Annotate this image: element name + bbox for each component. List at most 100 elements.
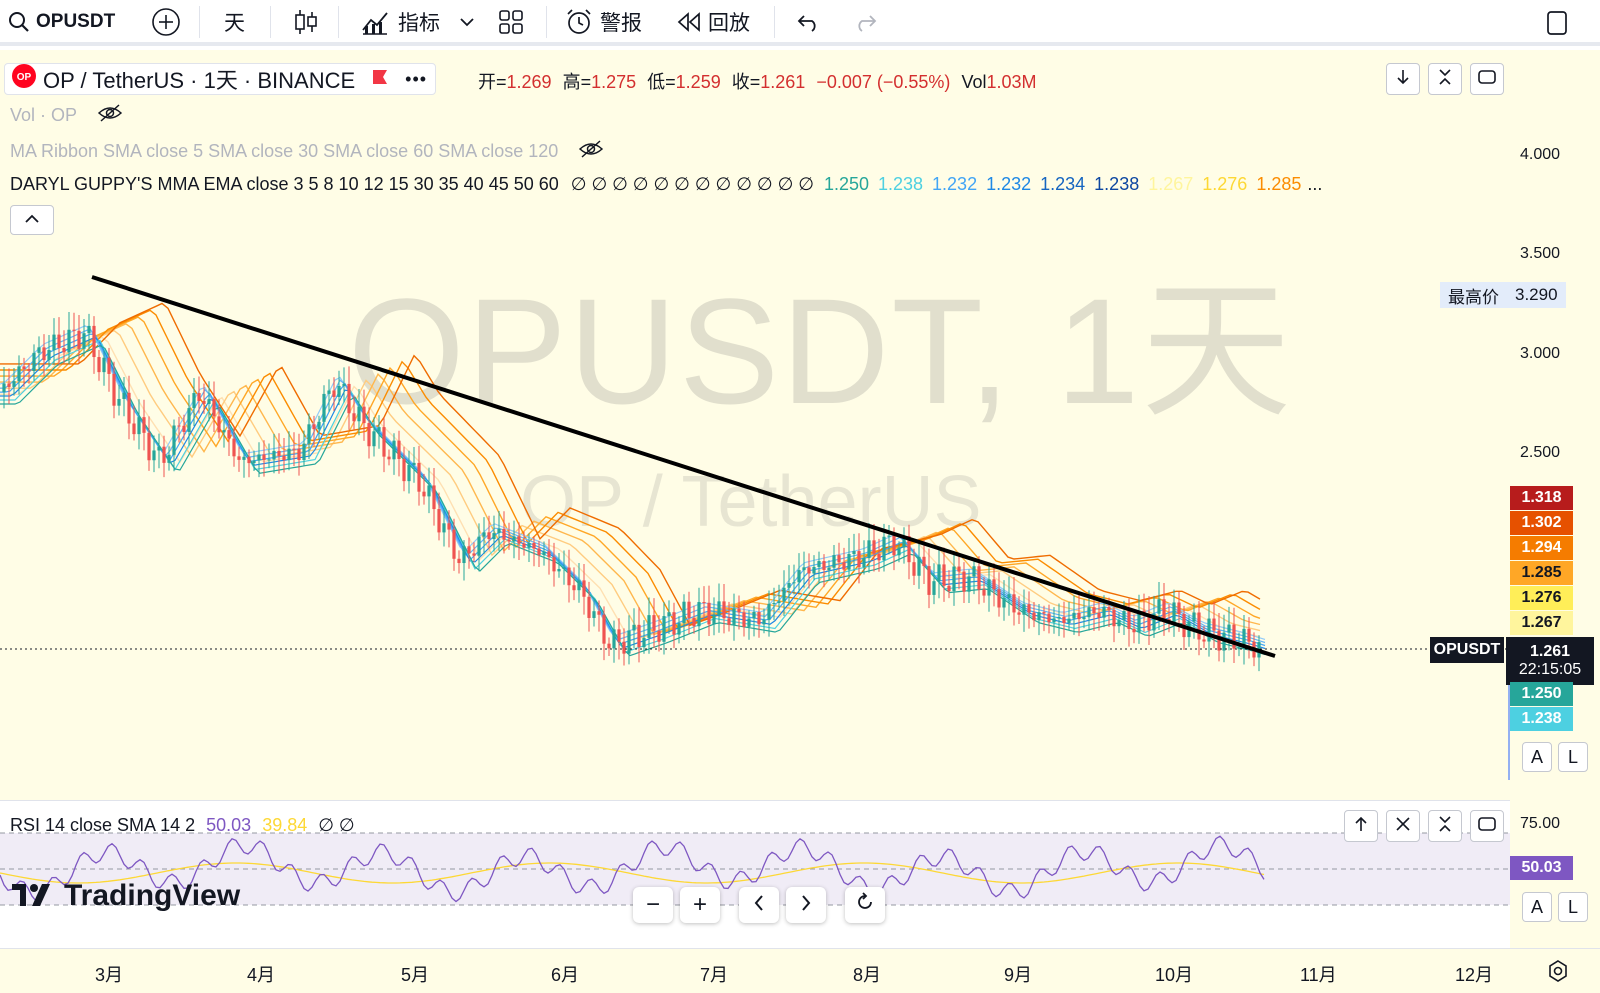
candle bbox=[577, 563, 581, 603]
candle bbox=[927, 548, 931, 609]
guppy-more: ... bbox=[1307, 174, 1323, 194]
fast-ema-line bbox=[0, 336, 1266, 650]
scroll-left-button[interactable] bbox=[739, 887, 779, 923]
candle bbox=[297, 433, 301, 476]
guppy-mma-legend[interactable]: DARYL GUPPY'S MMA EMA close 3 5 8 10 12 … bbox=[10, 174, 1322, 195]
remove-pane-button[interactable] bbox=[1386, 810, 1420, 842]
tradingview-logo[interactable]: TradingView bbox=[12, 879, 240, 913]
rsi-pane[interactable]: RSI 14 close SMA 14 2 50.03 39.84 ∅ ∅ Tr… bbox=[0, 800, 1510, 948]
move-pane-up-button[interactable] bbox=[1344, 810, 1378, 842]
collapse-rsi-button[interactable] bbox=[1428, 810, 1462, 842]
time-axis[interactable]: 3月 4月 5月 6月 7月 8月 9月 10月 11月 12月 bbox=[0, 948, 1600, 993]
candle bbox=[212, 381, 216, 433]
chart-type-button[interactable] bbox=[292, 0, 320, 44]
candle bbox=[137, 399, 141, 450]
candle bbox=[537, 541, 541, 567]
candle bbox=[802, 551, 806, 588]
more-options-icon[interactable]: ••• bbox=[405, 68, 428, 89]
candle bbox=[82, 319, 86, 357]
candle bbox=[167, 446, 171, 471]
candle bbox=[847, 538, 851, 579]
candle bbox=[172, 419, 176, 472]
candle bbox=[542, 541, 546, 566]
zoom-in-button[interactable]: + bbox=[680, 887, 720, 923]
candle bbox=[652, 598, 656, 649]
candle bbox=[757, 603, 761, 638]
candle bbox=[222, 414, 226, 448]
candle bbox=[477, 523, 481, 572]
price-chart[interactable] bbox=[0, 50, 1510, 800]
collapse-legend-button[interactable] bbox=[10, 205, 54, 235]
candle bbox=[572, 567, 576, 601]
close-icon bbox=[1395, 816, 1411, 837]
month-label: 5月 bbox=[401, 965, 430, 985]
rsi-auto-scale-button[interactable]: A bbox=[1522, 892, 1552, 922]
scroll-right-button[interactable] bbox=[786, 887, 826, 923]
candle bbox=[77, 314, 81, 364]
symbol-search-button[interactable]: OPUSDT bbox=[8, 0, 115, 44]
ma-ribbon-legend[interactable]: MA Ribbon SMA close 5 SMA close 30 SMA c… bbox=[10, 139, 604, 164]
candle bbox=[932, 563, 936, 605]
candle bbox=[1047, 604, 1051, 634]
collapse-pane-button[interactable] bbox=[1428, 63, 1462, 95]
fullscreen-button[interactable] bbox=[1546, 0, 1568, 44]
layout-templates-button[interactable] bbox=[498, 0, 524, 44]
candle bbox=[1197, 601, 1201, 656]
rsi-log-scale-button[interactable]: L bbox=[1558, 892, 1588, 922]
maximize-rsi-button[interactable] bbox=[1470, 810, 1504, 842]
candle bbox=[292, 432, 296, 467]
month-label: 12月 bbox=[1455, 965, 1494, 985]
candle bbox=[422, 473, 426, 505]
auto-scale-button[interactable]: A bbox=[1522, 742, 1552, 772]
eye-hidden-icon[interactable] bbox=[97, 103, 123, 128]
candle bbox=[647, 597, 651, 654]
redo-button[interactable] bbox=[852, 0, 878, 44]
reset-chart-button[interactable] bbox=[845, 887, 885, 923]
undo-button[interactable] bbox=[796, 0, 822, 44]
candle bbox=[407, 450, 411, 494]
candle bbox=[812, 555, 816, 581]
time-axis-settings[interactable] bbox=[1546, 959, 1570, 988]
candle bbox=[592, 598, 596, 627]
candle bbox=[992, 563, 996, 607]
eye-hidden-icon[interactable] bbox=[578, 139, 604, 164]
candle bbox=[157, 433, 161, 469]
candle bbox=[412, 446, 416, 483]
maximize-pane-button[interactable] bbox=[1470, 63, 1504, 95]
candle bbox=[967, 569, 971, 604]
interval-button[interactable]: 天 bbox=[224, 0, 245, 44]
candle bbox=[217, 399, 221, 439]
vol-indicator-label: Vol · OP bbox=[10, 105, 78, 125]
candle bbox=[367, 407, 371, 459]
candle bbox=[1002, 580, 1006, 621]
guppy-label: DARYL GUPPY'S MMA EMA close 3 5 8 10 12 … bbox=[10, 174, 559, 194]
rsi-label: RSI 14 close SMA 14 2 bbox=[10, 815, 196, 835]
candle bbox=[842, 547, 846, 583]
indicators-button[interactable]: 指标 bbox=[360, 0, 440, 44]
compare-symbol-button[interactable] bbox=[150, 0, 182, 44]
candle bbox=[997, 572, 1001, 617]
candle bbox=[627, 615, 631, 665]
replay-button[interactable]: 回放 bbox=[676, 0, 750, 44]
candle bbox=[677, 616, 681, 644]
fast-ema-line bbox=[0, 333, 1266, 647]
flag-icon[interactable] bbox=[371, 66, 389, 92]
indicators-dropdown[interactable] bbox=[458, 0, 476, 44]
candle bbox=[402, 446, 406, 492]
rsi-line bbox=[0, 835, 1265, 903]
candle bbox=[972, 558, 976, 595]
zoom-out-button[interactable]: − bbox=[633, 887, 673, 923]
symbol-legend[interactable]: OP OP / TetherUS · 1天 · BINANCE ••• bbox=[4, 63, 437, 95]
toolbar-divider bbox=[546, 6, 547, 38]
toolbar-divider bbox=[774, 6, 775, 38]
trendline[interactable] bbox=[91, 275, 1276, 658]
grid-layout-icon bbox=[498, 9, 524, 35]
log-scale-button[interactable]: L bbox=[1558, 742, 1588, 772]
candle bbox=[42, 334, 46, 376]
alert-button[interactable]: 警报 bbox=[564, 0, 642, 44]
vol-indicator-legend[interactable]: Vol · OP bbox=[10, 103, 123, 128]
arrow-down-icon bbox=[1395, 68, 1411, 91]
candle bbox=[987, 564, 991, 612]
rsi-legend[interactable]: RSI 14 close SMA 14 2 50.03 39.84 ∅ ∅ bbox=[10, 815, 355, 836]
scroll-down-button[interactable] bbox=[1386, 63, 1420, 95]
